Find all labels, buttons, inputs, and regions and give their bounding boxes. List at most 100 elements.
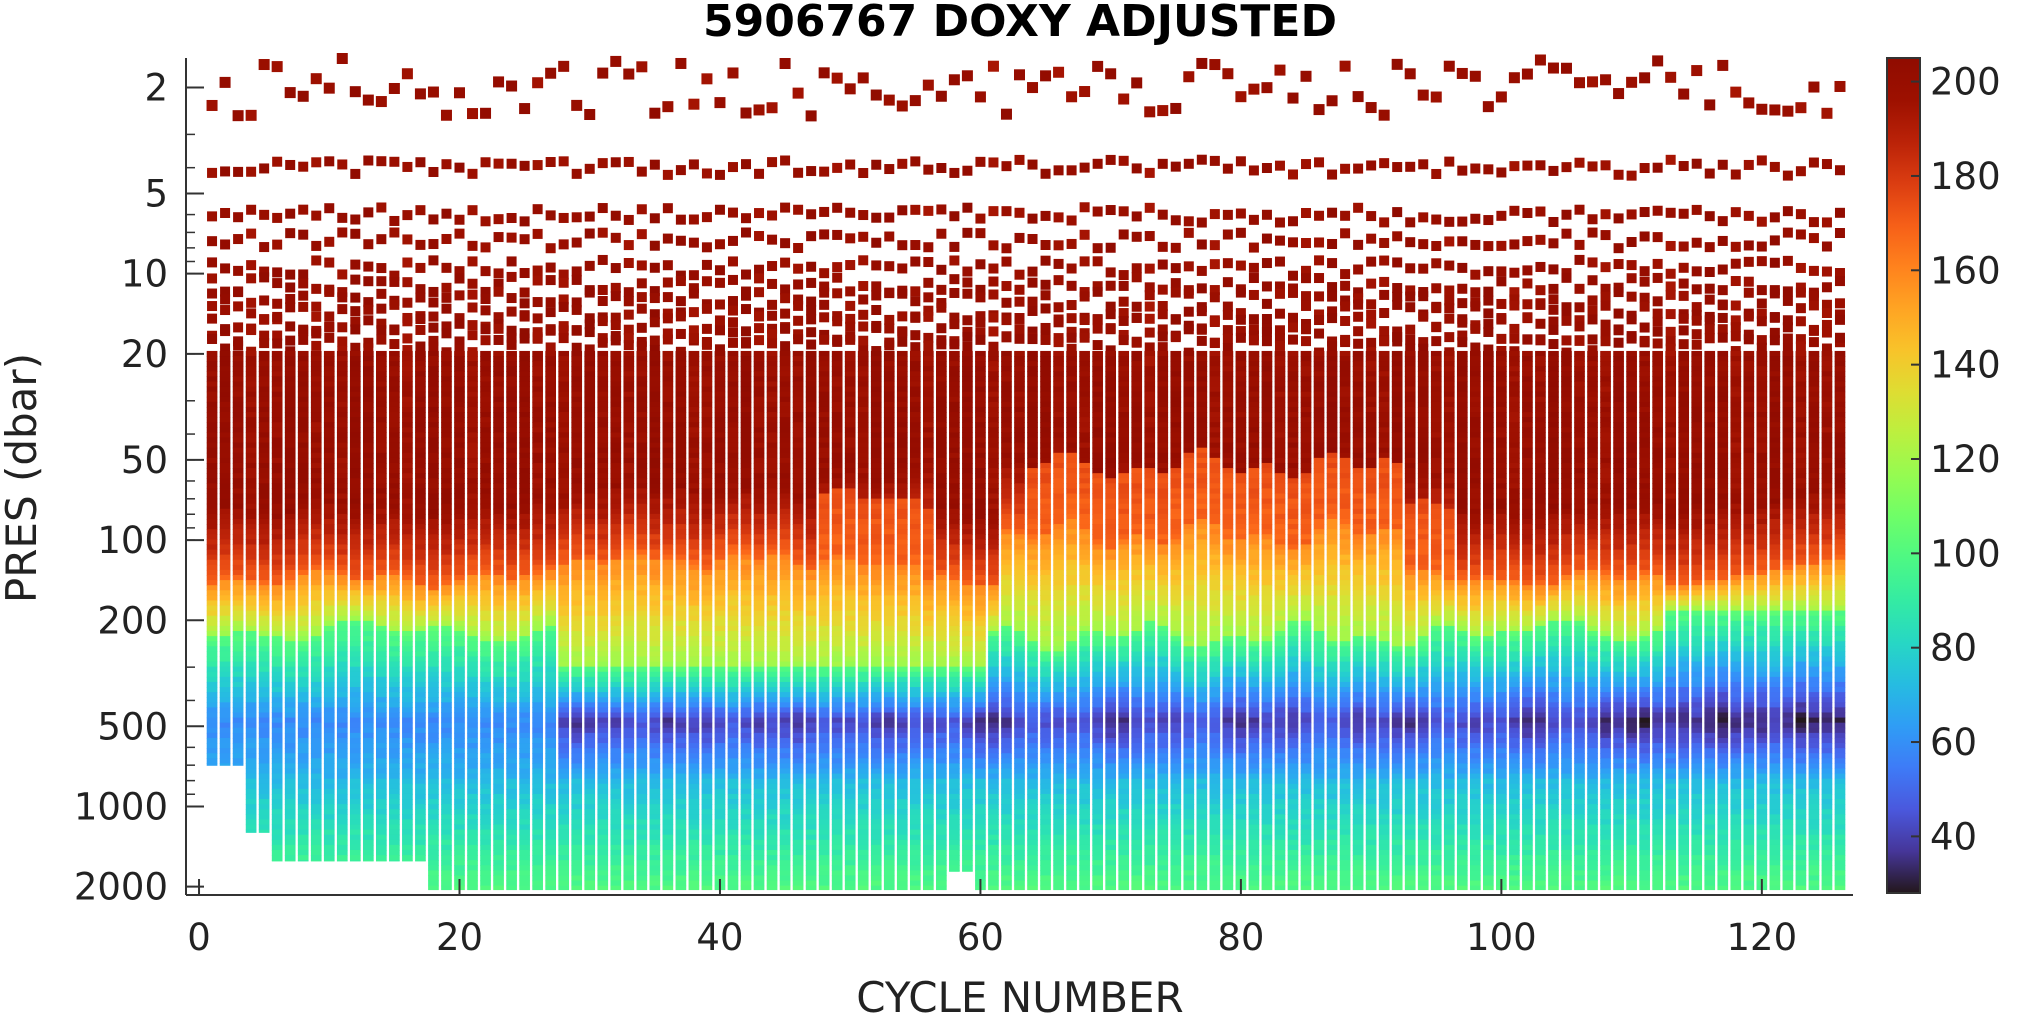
profile-segment	[740, 625, 752, 632]
profile-segment	[727, 712, 739, 719]
profile-segment	[662, 758, 674, 765]
profile-segment	[649, 763, 661, 770]
profile-segment	[688, 849, 700, 856]
profile-segment	[727, 356, 739, 362]
profile-segment	[219, 356, 231, 362]
profile-segment	[558, 518, 570, 525]
surface-point	[441, 321, 452, 332]
profile-segment	[336, 631, 348, 637]
profile-segment	[532, 615, 543, 622]
profile-segment	[623, 671, 635, 678]
profile-segment	[349, 727, 361, 734]
profile-segment	[349, 432, 361, 439]
profile-segment	[480, 793, 491, 800]
profile-segment	[740, 661, 752, 668]
profile-segment	[493, 656, 504, 663]
profile-segment	[649, 676, 661, 683]
profile-segment	[662, 799, 674, 805]
profile-segment	[740, 442, 752, 449]
profile-segment	[206, 549, 218, 556]
profile-segment	[258, 478, 270, 484]
profile-segment	[519, 457, 530, 464]
profile-segment	[467, 656, 478, 663]
profile-segment	[545, 834, 556, 841]
profile-segment	[454, 768, 465, 775]
profile-segment	[649, 804, 661, 810]
profile-segment	[402, 442, 413, 449]
profile-segment	[597, 707, 609, 714]
profile-segment	[636, 503, 648, 510]
profile-segment	[597, 452, 609, 459]
profile-segment	[571, 844, 583, 851]
profile-segment	[532, 350, 543, 357]
profile-segment	[284, 809, 296, 815]
profile-segment	[219, 743, 231, 749]
surface-point	[337, 269, 348, 280]
profile-segment	[389, 462, 400, 469]
profile-segment	[258, 564, 270, 571]
profile-segment	[688, 376, 700, 383]
profile-segment	[740, 569, 752, 576]
profile-segment	[714, 697, 726, 703]
profile-segment	[389, 839, 400, 846]
profile-segment	[441, 651, 452, 658]
surface-point	[519, 234, 530, 245]
profile-segment	[714, 600, 726, 607]
surface-point	[324, 286, 335, 297]
profile-segment	[284, 508, 296, 515]
profile-segment	[454, 870, 465, 877]
profile-segment	[597, 641, 609, 647]
profile-segment	[232, 350, 244, 357]
surface-point	[454, 313, 465, 324]
surface-point	[649, 240, 660, 251]
profile-segment	[493, 885, 504, 891]
profile-segment	[480, 885, 491, 891]
profile-segment	[493, 814, 504, 821]
profile-segment	[649, 743, 661, 749]
profile-segment	[558, 681, 570, 688]
profile-segment	[636, 600, 648, 607]
profile-segment	[675, 371, 687, 378]
profile-segment	[688, 473, 700, 479]
surface-point	[363, 343, 374, 354]
profile-segment	[389, 824, 400, 831]
profile-segment	[701, 778, 713, 785]
profile-segment	[206, 646, 218, 652]
profile-segment	[362, 427, 374, 434]
profile-segment	[415, 488, 426, 495]
profile-segment	[349, 524, 361, 530]
profile-segment	[623, 590, 635, 596]
profile-segment	[597, 524, 609, 530]
profile-segment	[297, 732, 309, 739]
surface-point	[649, 262, 660, 273]
profile-segment	[284, 503, 296, 510]
profile-segment	[597, 687, 609, 693]
profile-segment	[258, 722, 270, 729]
profile-segment	[480, 356, 491, 362]
profile-segment	[415, 580, 426, 586]
profile-segment	[506, 748, 517, 754]
profile-segment	[519, 529, 530, 535]
surface-point	[428, 286, 439, 297]
profile-segment	[349, 768, 361, 775]
profile-segment	[675, 503, 687, 510]
surface-point	[636, 260, 647, 271]
profile-segment	[480, 778, 491, 785]
profile-segment	[740, 417, 752, 423]
profile-segment	[701, 636, 713, 642]
profile-segment	[675, 712, 687, 719]
profile-segment	[727, 875, 739, 882]
profile-segment	[740, 697, 752, 703]
surface-point	[441, 208, 452, 219]
profile-segment	[336, 636, 348, 642]
profile-segment	[532, 748, 543, 754]
profile-segment	[284, 473, 296, 479]
profile-segment	[336, 376, 348, 383]
profile-segment	[480, 554, 491, 561]
profile-segment	[623, 676, 635, 683]
profile-segment	[623, 829, 635, 836]
profile-segment	[727, 564, 739, 571]
profile-segment	[467, 473, 478, 479]
profile-segment	[232, 743, 244, 749]
profile-segment	[271, 356, 283, 362]
